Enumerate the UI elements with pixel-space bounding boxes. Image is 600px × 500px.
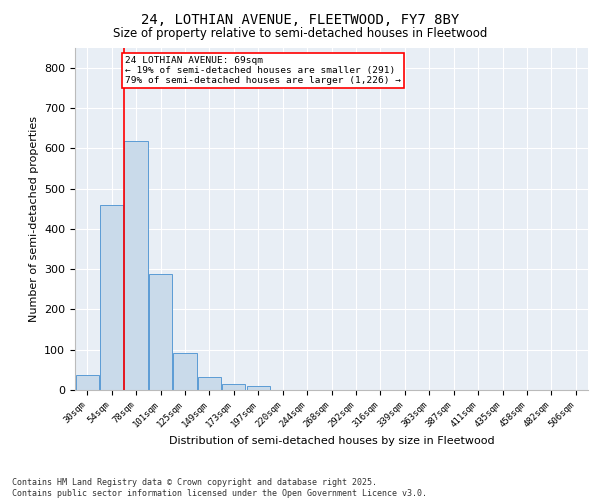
- Bar: [173, 352, 197, 390]
- Text: 24 LOTHIAN AVENUE: 69sqm
← 19% of semi-detached houses are smaller (291)
79% of : 24 LOTHIAN AVENUE: 69sqm ← 19% of semi-d…: [125, 56, 401, 86]
- Text: Contains HM Land Registry data © Crown copyright and database right 2025.
Contai: Contains HM Land Registry data © Crown c…: [12, 478, 427, 498]
- Y-axis label: Number of semi-detached properties: Number of semi-detached properties: [29, 116, 38, 322]
- Bar: [247, 386, 270, 390]
- Text: Size of property relative to semi-detached houses in Fleetwood: Size of property relative to semi-detach…: [113, 28, 487, 40]
- Bar: [124, 142, 148, 390]
- Bar: [222, 384, 245, 390]
- X-axis label: Distribution of semi-detached houses by size in Fleetwood: Distribution of semi-detached houses by …: [169, 436, 494, 446]
- Text: 24, LOTHIAN AVENUE, FLEETWOOD, FY7 8BY: 24, LOTHIAN AVENUE, FLEETWOOD, FY7 8BY: [141, 12, 459, 26]
- Bar: [76, 374, 99, 390]
- Bar: [149, 274, 172, 390]
- Bar: [198, 377, 221, 390]
- Bar: [100, 204, 123, 390]
